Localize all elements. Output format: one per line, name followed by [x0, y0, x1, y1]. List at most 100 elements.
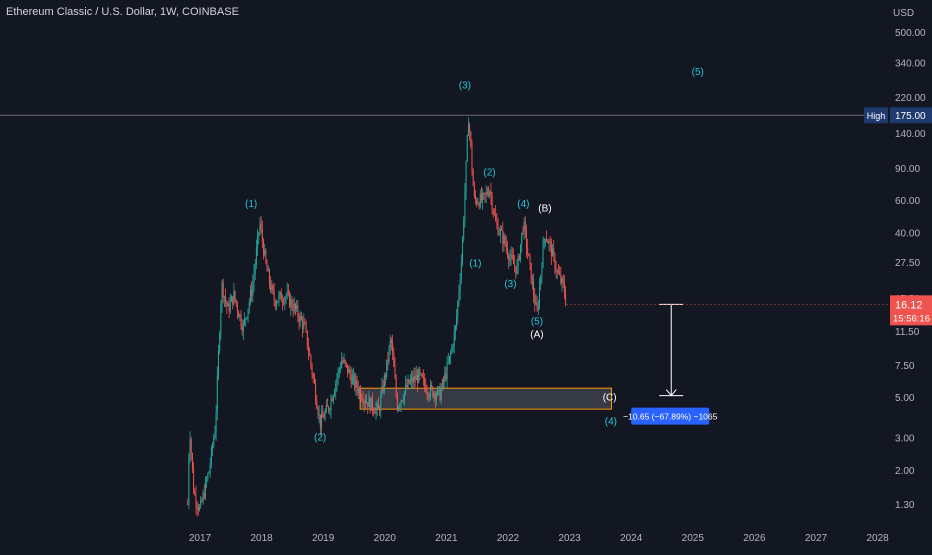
candle-body — [272, 285, 274, 292]
candle-body — [247, 308, 249, 318]
candle-body — [527, 247, 529, 254]
candle-body — [315, 383, 317, 401]
high-value-badge — [890, 107, 932, 124]
candle-body — [446, 362, 448, 379]
x-tick-label: 2026 — [743, 533, 766, 544]
candle-body — [238, 311, 240, 318]
correction-wave-label: (A) — [530, 330, 543, 341]
candle-body — [562, 278, 564, 283]
candle-body — [259, 223, 261, 233]
y-tick-label: 140.00 — [895, 129, 926, 140]
candle-body — [503, 236, 505, 244]
candle-body — [501, 229, 503, 231]
candle-body — [463, 220, 465, 239]
candle-body — [548, 241, 550, 244]
candle-body — [552, 248, 554, 257]
candle-body — [396, 395, 398, 411]
candle-body — [409, 380, 411, 384]
candle-body — [534, 295, 536, 305]
correction-wave-label: (B) — [538, 203, 551, 214]
candle-body — [483, 193, 485, 194]
candle-body — [233, 290, 235, 305]
candle-body — [380, 395, 382, 412]
high-label-badge — [864, 107, 888, 124]
candle-body — [497, 223, 499, 235]
candle-body — [345, 362, 347, 365]
candle-body — [475, 196, 477, 200]
impulse-wave-label: (1) — [245, 199, 257, 210]
candle-body — [368, 397, 370, 407]
candle-body — [328, 406, 330, 411]
candle-body — [325, 405, 327, 412]
candle-body — [460, 262, 462, 281]
candle-body — [241, 325, 243, 332]
y-tick-label: 40.00 — [895, 228, 920, 239]
candle-body — [364, 400, 366, 403]
candle-body — [563, 282, 565, 295]
candle-body — [324, 411, 326, 419]
candle-body — [542, 243, 544, 268]
candle-body — [518, 255, 520, 260]
candle-body — [456, 316, 458, 327]
x-tick-label: 2028 — [866, 533, 889, 544]
candle-body — [390, 340, 392, 343]
candle-body — [533, 281, 535, 296]
candle-body — [520, 244, 522, 260]
candle-body — [202, 492, 204, 502]
candle-body — [349, 369, 351, 375]
candle-body — [297, 305, 299, 317]
candle-body — [536, 303, 538, 310]
candle-body — [336, 378, 338, 384]
candle-body — [529, 255, 531, 263]
candle-body — [201, 500, 203, 502]
impulse-wave-label: (3) — [504, 279, 516, 290]
candle-body — [375, 407, 377, 414]
candle-body — [441, 380, 443, 390]
candle-body — [194, 492, 196, 495]
candle-body — [343, 359, 345, 362]
candle-body — [207, 473, 209, 480]
candle-body — [451, 346, 453, 353]
candle-body — [388, 346, 390, 362]
candle-body — [382, 386, 384, 391]
candle-body — [261, 228, 263, 242]
candle-body — [516, 265, 518, 274]
candle-body — [528, 253, 530, 256]
candle-body — [376, 403, 378, 408]
candle-body — [504, 236, 506, 245]
candle-body — [279, 292, 281, 295]
candle-body — [401, 400, 403, 402]
candle-body — [219, 333, 221, 351]
target-zone-box[interactable] — [359, 387, 612, 410]
candle-body — [522, 232, 524, 234]
candle-body — [408, 379, 410, 384]
candle-body — [258, 232, 260, 235]
candle-body — [498, 234, 500, 235]
x-tick-label: 2021 — [435, 533, 458, 544]
candle-body — [342, 360, 344, 362]
high-label-text: High — [867, 111, 886, 121]
candle-body — [444, 373, 446, 382]
candle-body — [556, 270, 558, 272]
candle-body — [267, 270, 269, 272]
candle-body — [509, 257, 511, 261]
correction-wave-label: (C) — [603, 392, 617, 403]
x-tick-label: 2023 — [558, 533, 581, 544]
candle-body — [193, 468, 195, 493]
x-tick-label: 2025 — [682, 533, 705, 544]
candle-body — [499, 229, 501, 235]
candle-body — [249, 289, 251, 302]
candle-body — [370, 397, 372, 411]
candle-body — [260, 223, 262, 229]
y-tick-label: 3.00 — [895, 434, 915, 445]
candle-body — [200, 500, 202, 507]
candle-body — [298, 316, 300, 323]
candle-body — [549, 241, 551, 243]
candle-body — [216, 375, 218, 413]
candle-body — [394, 366, 396, 379]
candle-body — [196, 505, 198, 508]
candle-body — [561, 278, 563, 283]
candle-body — [303, 322, 305, 329]
